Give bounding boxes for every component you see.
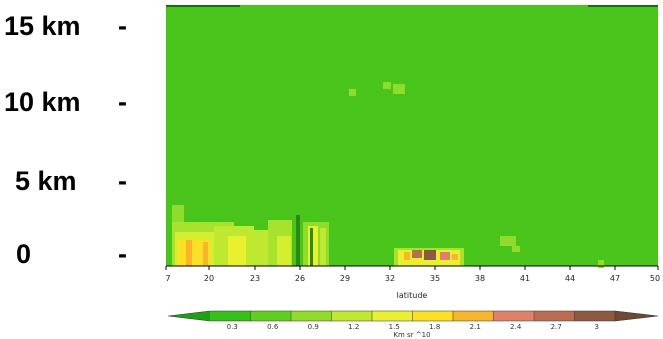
colorbar-segment [453, 311, 494, 321]
colorbar-tick-label: 1.2 [348, 323, 359, 331]
altitude-label-15km: 15 km [4, 11, 81, 41]
altitude-dash-15km: - [118, 11, 127, 41]
colorbar-tick-label: 0.6 [267, 323, 279, 331]
altitude-label-5km: 5 km [15, 166, 77, 196]
colorbar-segment [574, 311, 616, 321]
colorbar-segment [210, 311, 251, 321]
altitude-dash-5km: - [118, 166, 127, 196]
x-tick-label: 44 [565, 274, 575, 283]
colorbar-segment [534, 311, 575, 321]
upper-features [349, 82, 405, 96]
low-level-feature-center [394, 236, 604, 268]
x-tick-label: 32 [385, 274, 395, 283]
colorbar-tick-label: 1.8 [429, 323, 440, 331]
x-tick-label: 38 [475, 274, 485, 283]
x-tick-label: 50 [650, 274, 660, 283]
x-axis-label: latitude [397, 291, 428, 300]
colorbar-arrow-right [615, 311, 658, 321]
altitude-dash-10km: - [118, 87, 127, 117]
colorbar-label: Km sr ^10 [393, 331, 430, 339]
colorbar-tick-label: 2.7 [551, 323, 562, 331]
colorbar-tick-label: 0.9 [308, 323, 319, 331]
colorbar-tick-label: 1.5 [389, 323, 400, 331]
colorbar-segment [493, 311, 535, 321]
x-tick-label: 35 [430, 274, 440, 283]
colorbar-tick-label: 2.1 [470, 323, 481, 331]
colorbar-segment [372, 311, 413, 321]
x-tick-label: 7 [165, 274, 170, 283]
x-tick-label: 47 [610, 274, 620, 283]
x-tick-label: 23 [250, 274, 260, 283]
altitude-label-0: 0 [16, 239, 32, 269]
colorbar: 0.3 0.6 0.9 1.2 1.5 1.8 2.1 2.4 2.7 3 [167, 310, 659, 331]
colorbar-tick-label: 0.3 [227, 323, 238, 331]
x-tick-label: 26 [295, 274, 305, 283]
low-level-feature-left [172, 205, 329, 266]
x-tick-label: 29 [340, 274, 350, 283]
x-tick-label: 20 [204, 274, 214, 283]
colorbar-segment [331, 311, 373, 321]
x-axis: 7 20 23 26 29 32 35 38 41 44 47 50 [165, 265, 660, 283]
colorbar-arrow-left [168, 311, 210, 321]
colorbar-segment [250, 311, 292, 321]
colorbar-segment [291, 311, 332, 321]
x-tick-label: 41 [520, 274, 530, 283]
colorbar-tick-label: 2.4 [510, 323, 522, 331]
colorbar-tick-label: 3 [595, 323, 599, 331]
colorbar-outline [167, 310, 659, 322]
colorbar-segment [412, 311, 454, 321]
altitude-dash-0: - [118, 239, 127, 269]
altitude-label-10km: 10 km [4, 87, 81, 117]
heatmap-plot-area [166, 5, 658, 266]
